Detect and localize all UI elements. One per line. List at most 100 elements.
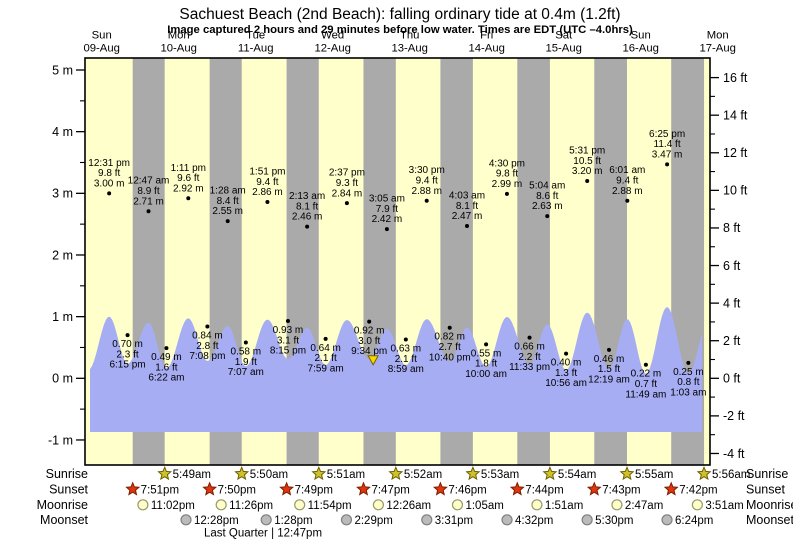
low-tide-ft-label: 2.3 ft [116,349,138,360]
day-label-date: 16-Aug [622,43,658,55]
high-tide-m-label: 3.20 m [572,166,603,177]
high-tide-m-label: 2.47 m [452,211,483,222]
right-axis-tick-label: 4 ft [723,296,741,310]
high-tide-ft-label: 9.4 ft [616,176,638,187]
low-tide-m-label: 0.55 m [471,348,502,359]
tide-curve-area [90,307,702,432]
sunrise-time: 5:49am [173,469,211,481]
moonset-time: 3:31pm [435,515,473,527]
moonset-time: 5:30pm [595,515,633,527]
high-tide-ft-label: 9.4 ft [256,177,278,188]
moonset-time: 1:28pm [274,515,312,527]
moonrise-icon [137,499,149,511]
low-tide-dot [243,340,248,345]
low-tide-ft-label: 3.1 ft [277,335,299,346]
sunset-time: 7:44pm [525,485,563,497]
low-tide-ft-label: 3.0 ft [358,336,380,347]
low-tide-dot [527,335,532,340]
sunrise-time: 5:51am [327,469,365,481]
high-tide-dot [504,191,509,196]
low-tide-m-label: 0.46 m [594,354,625,365]
moonrise-time: 3:51am [705,500,743,512]
sunset-time: 7:47pm [371,485,409,497]
low-tide-dot [564,351,569,356]
low-tide-m-label: 0.82 m [434,332,465,343]
right-axis-tick-label: -2 ft [723,409,745,423]
moonrise-icon [294,499,306,511]
high-tide-time-label: 4:30 pm [489,158,525,169]
low-tide-m-label: 0.25 m [673,367,704,378]
plot-frame [84,57,711,466]
right-axis-tick-label: 6 ft [723,259,741,273]
low-tide-time-label: 10:40 pm [429,352,471,363]
high-tide-time-label: 1:11 pm [171,163,206,174]
high-tide-dot [665,162,670,167]
sunset-time: 7:50pm [218,485,256,497]
low-tide-m-label: 0.92 m [354,326,385,337]
day-label-weekday: Sun [631,30,651,42]
low-tide-m-label: 0.63 m [391,343,422,354]
sunset-time: 7:46pm [448,485,486,497]
high-tide-ft-label: 9.8 ft [496,169,518,180]
high-tide-ft-label: 11.4 ft [654,139,681,150]
moonrise-icon [451,499,464,511]
moonset-time: 12:28pm [194,515,239,527]
high-tide-time-label: 12:47 am [128,176,170,187]
high-tide-time-label: 5:04 am [529,181,565,192]
high-tide-m-label: 2.88 m [411,186,442,197]
moonrise-row-label-left: Moonrise [37,498,88,512]
day-label-date: 15-Aug [545,43,581,55]
moonrise-time: 2:47am [625,500,663,512]
moonset-row-label-left: Moonset [40,513,88,527]
low-tide-ft-label: 2.7 ft [439,342,461,353]
high-tide-ft-label: 8.6 ft [536,191,558,202]
low-tide-m-label: 0.22 m [631,369,662,380]
high-tide-time-label: 6:25 pm [649,129,685,140]
high-tide-dot [107,191,112,196]
day-label-date: 11-Aug [238,43,274,55]
high-tide-time-label: 2:37 pm [329,168,365,179]
sunrise-icon [619,465,635,481]
high-tide-ft-label: 9.4 ft [416,176,438,187]
left-axis-tick-label: -1 m [48,433,73,447]
moonrise-icon [372,499,384,511]
moonset-icon [340,514,353,526]
low-tide-m-label: 0.93 m [273,325,304,336]
sunrise-time: 5:56am [712,469,750,481]
low-tide-dot [323,336,328,341]
moonset-time: 6:24pm [675,515,713,527]
sunrise-icon [542,465,558,481]
low-tide-time-label: 1:03 am [670,387,706,398]
high-tide-m-label: 2.84 m [332,188,363,199]
sunset-icon [356,481,371,496]
sunrise-row-label-left: Sunrise [46,467,88,481]
moon-phase-label: Last Quarter | 12:47pm [204,528,322,539]
sunrise-time: 5:55am [635,469,673,481]
low-tide-ft-label: 1.3 ft [555,368,577,379]
left-axis-tick-label: 1 m [52,310,73,324]
right-axis-tick-label: 8 ft [723,221,741,235]
high-tide-m-label: 2.86 m [252,187,283,198]
right-axis-tick-label: 14 ft [723,108,748,122]
day-labels: Sun09-AugMon10-AugTue11-AugWed12-AugThu1… [83,30,735,55]
low-tide-m-label: 0.66 m [514,342,545,353]
low-tide-dot [164,346,169,351]
low-tide-time-label: 10:00 am [465,369,507,380]
low-tide-time-label: 7:59 am [308,363,344,374]
low-tide-m-label: 0.58 m [231,347,262,358]
high-tide-dot [186,196,191,201]
high-tide-ft-label: 8.9 ft [137,186,159,197]
day-label-date: 12-Aug [314,43,350,55]
sunset-icon [586,481,602,496]
sunrise-time: 5:50am [250,469,288,481]
low-tide-ft-label: 0.8 ft [677,377,699,388]
sunset-time: 7:49pm [295,485,333,497]
low-tide-dot [643,362,648,367]
sunrise-time: 5:52am [404,469,442,481]
low-tide-time-label: 12:19 am [588,375,630,386]
sunset-time: 7:42pm [679,485,717,497]
sunrise-icon [157,466,173,481]
sunrise-icon [465,465,481,481]
